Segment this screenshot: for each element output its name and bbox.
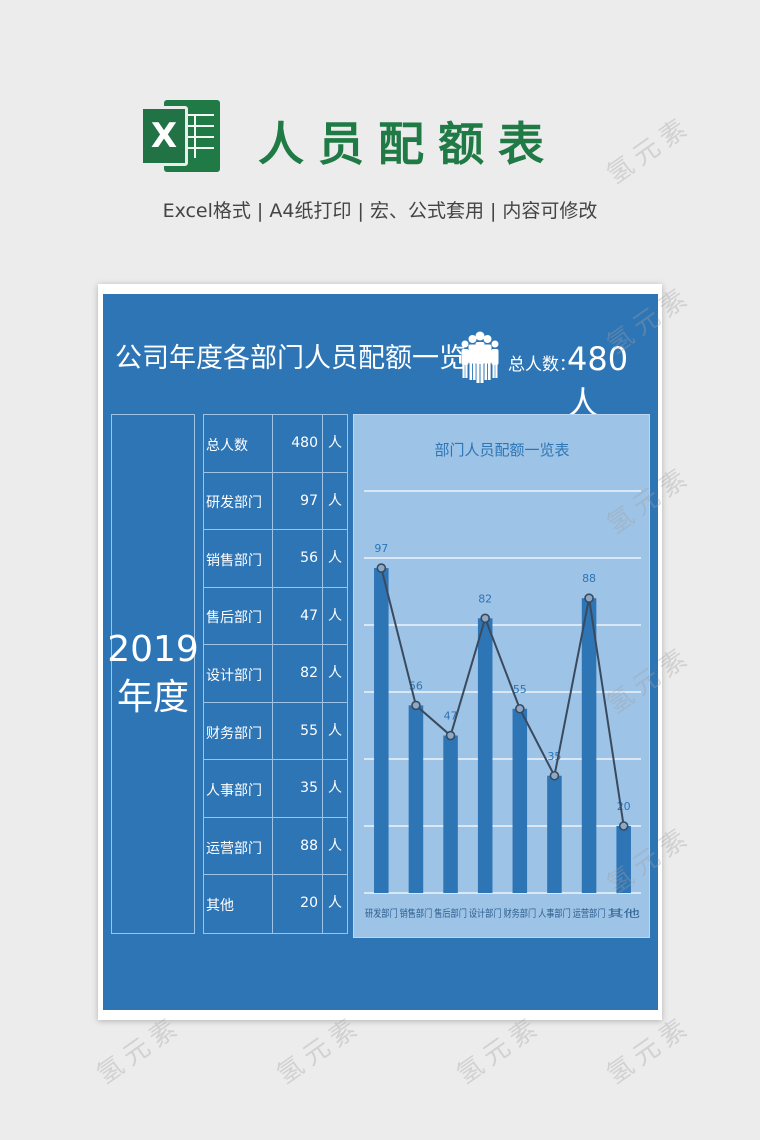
department-table: 总人数 480 人研发部门 97 人销售部门 56 人售后部门 47 人设计部门 82 人财务部门 5… <box>203 414 348 934</box>
excel-logo-icon: X <box>140 100 220 172</box>
watermark: 氢元素 <box>601 110 698 191</box>
bar <box>547 775 562 893</box>
table-row: 财务部门 55 人 <box>204 702 347 761</box>
series-point <box>618 821 629 831</box>
page-title: 人员配额表 <box>258 117 558 171</box>
people-icon <box>461 331 499 383</box>
table-row: 售后部门 47 人 <box>204 587 347 646</box>
data-label: 82 <box>478 592 492 605</box>
dept-unit: 人 <box>322 645 347 703</box>
sheet-title: 公司年度各部门人员配额一览 <box>115 343 466 374</box>
dept-unit: 人 <box>322 760 347 818</box>
series-point <box>376 563 387 573</box>
data-label: 55 <box>513 683 527 696</box>
dept-name: 销售部门 <box>206 552 262 569</box>
dept-value: 35 <box>272 760 322 818</box>
bar <box>408 705 424 893</box>
dept-value: 480 <box>272 415 322 473</box>
bar <box>512 708 528 893</box>
series-point <box>584 593 594 603</box>
bar <box>581 598 597 893</box>
data-label: 97 <box>374 542 388 555</box>
dept-value: 82 <box>272 645 322 703</box>
data-label: 88 <box>582 572 596 585</box>
dept-unit: 人 <box>322 472 347 531</box>
table-row: 销售部门 56 人 <box>204 530 347 588</box>
year-cell: 2019 年度 <box>107 414 199 934</box>
dept-unit: 人 <box>322 530 347 588</box>
dept-name: 运营部门 <box>206 840 262 857</box>
series-line <box>380 567 625 827</box>
data-label: 47 <box>444 710 458 723</box>
quota-chart: 部门人员配额一览表 97 研发部门 56 销售部门 47 售后部门 82 设计部门 55 财务部门 3… <box>353 414 650 938</box>
dept-value: 56 <box>272 530 322 588</box>
dept-unit: 人 <box>322 702 347 761</box>
dept-name: 总人数 <box>206 437 248 454</box>
table-row: 其他 20 人 <box>204 875 347 933</box>
total-label: 总人数： <box>508 355 576 375</box>
dept-name: 其他 <box>206 898 234 915</box>
sheet-body: 公司年度各部门人员配额一览 总人数： 480人 2019 年度 总人数 480 人研… <box>103 294 658 1010</box>
series-point <box>549 770 560 781</box>
excel-logo-letter: X <box>140 106 188 166</box>
bar <box>374 568 389 893</box>
series-point <box>445 730 456 741</box>
bar <box>443 735 458 893</box>
dept-name: 研发部门 <box>206 495 262 512</box>
dept-unit: 人 <box>322 415 347 473</box>
series-point <box>411 700 421 711</box>
chart-title: 部门人员配额一览表 <box>434 441 569 459</box>
table-row: 设计部门 82 人 <box>204 645 347 703</box>
category-label: 人事部门 <box>538 907 571 920</box>
chart-svg: 部门人员配额一览表97研发部门56销售部门47售后部门82设计部门55财务部门3… <box>364 441 641 920</box>
category-label: 销售部门 <box>400 907 433 920</box>
dept-name: 财务部门 <box>206 725 262 742</box>
dept-name: 人事部门 <box>206 783 262 800</box>
category-label: 财务部门 <box>504 907 537 920</box>
category-label: 研发部门 <box>365 907 398 920</box>
bar <box>477 618 493 893</box>
dept-value: 20 <box>272 875 322 933</box>
dept-value: 97 <box>272 472 322 531</box>
dept-value: 55 <box>272 702 322 761</box>
category-label: 运营部门 <box>573 907 606 920</box>
bar <box>616 826 631 893</box>
dept-unit: 人 <box>322 875 347 933</box>
dept-unit: 人 <box>322 817 347 876</box>
spreadsheet-preview: 公司年度各部门人员配额一览 总人数： 480人 2019 年度 总人数 480 人研… <box>98 284 662 1020</box>
table-row: 总人数 480 人 <box>204 415 347 473</box>
dept-value: 47 <box>272 587 322 646</box>
table-row: 研发部门 97 人 <box>204 472 347 531</box>
year-number: 2019 <box>107 629 199 670</box>
category-label: 设计部门 <box>469 907 502 920</box>
series-point <box>515 703 525 714</box>
dept-name: 售后部门 <box>206 610 262 627</box>
data-label: 20 <box>617 800 631 813</box>
dept-value: 88 <box>272 817 322 876</box>
page-subtitle: Excel格式 | A4纸打印 | 宏、公式套用 | 内容可修改 <box>162 200 598 222</box>
series-point <box>480 613 490 624</box>
category-label: 售后部门 <box>434 907 467 920</box>
table-row: 运营部门 88 人 <box>204 817 347 876</box>
category-label: 其他 <box>607 907 640 920</box>
table-row: 人事部门 35 人 <box>204 760 347 818</box>
dept-unit: 人 <box>322 587 347 646</box>
dept-name: 设计部门 <box>206 667 262 684</box>
year-suffix: 年度 <box>116 677 189 718</box>
